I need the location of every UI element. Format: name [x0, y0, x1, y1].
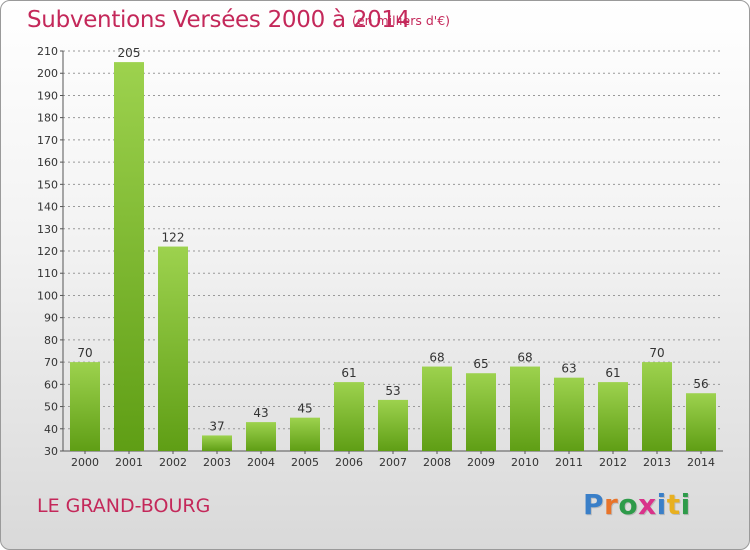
bar-value-label: 63 — [561, 362, 576, 376]
x-tick-label: 2011 — [555, 456, 583, 469]
y-tick-label: 60 — [44, 378, 58, 391]
x-tick-label: 2013 — [643, 456, 671, 469]
value-labels: 70 205 122 37 43 45 61 53 68 65 68 63 61 70 56 — [77, 46, 708, 433]
bar — [642, 362, 672, 451]
bar-value-label: 68 — [517, 351, 532, 365]
x-tick-label: 2002 — [159, 456, 187, 469]
bar — [70, 362, 100, 451]
y-tick-label: 150 — [37, 178, 58, 191]
y-tick-label: 110 — [37, 267, 58, 280]
y-axis: 30 40 50 60 70 80 90 100 110 120 130 140 150 160 170 18… — [37, 45, 723, 458]
bar-value-label: 61 — [341, 366, 356, 380]
x-tick-label: 2000 — [71, 456, 99, 469]
logo-letter: x — [638, 488, 657, 521]
chart-title: Subventions Versées 2000 à 2014 — [27, 7, 411, 33]
bar — [598, 382, 628, 451]
bar-value-label: 61 — [605, 366, 620, 380]
bar — [246, 422, 276, 451]
logo-letter: i — [680, 488, 691, 521]
bar-value-label: 37 — [209, 419, 224, 433]
y-tick-label: 120 — [37, 245, 58, 258]
x-tick-label: 2003 — [203, 456, 231, 469]
bar — [158, 246, 188, 451]
y-tick-label: 90 — [44, 312, 58, 325]
logo-letter: i — [656, 488, 667, 521]
x-tick-label: 2008 — [423, 456, 451, 469]
y-tick-label: 100 — [37, 289, 58, 302]
bar-value-label: 56 — [693, 377, 708, 391]
bar-value-label: 45 — [297, 402, 312, 416]
y-tick-label: 210 — [37, 45, 58, 58]
logo-letter: t — [666, 488, 681, 521]
y-tick-label: 40 — [44, 423, 58, 436]
y-tick-label: 80 — [44, 334, 58, 347]
y-tick-label: 200 — [37, 67, 58, 80]
bar — [334, 382, 364, 451]
y-tick-label: 190 — [37, 89, 58, 102]
chart-unit-label: (en milliers d'€) — [352, 13, 451, 28]
logo-letter: P — [583, 488, 605, 521]
bar — [290, 417, 320, 451]
bars — [70, 62, 716, 451]
y-tick-label: 180 — [37, 112, 58, 125]
commune-name: LE GRAND-BOURG — [37, 495, 211, 517]
y-tick-label: 160 — [37, 156, 58, 169]
y-tick-label: 50 — [44, 401, 58, 414]
x-tick-label: 2014 — [687, 456, 715, 469]
bar-value-label: 70 — [649, 346, 664, 360]
x-tick-label: 2012 — [599, 456, 627, 469]
y-tick-label: 30 — [44, 445, 58, 458]
x-tick-label: 2009 — [467, 456, 495, 469]
bar-value-label: 68 — [429, 351, 444, 365]
logo-letter: o — [618, 488, 639, 521]
bar — [114, 62, 144, 451]
x-tick-label: 2001 — [115, 456, 143, 469]
bar-value-label: 65 — [473, 357, 488, 371]
bar — [378, 399, 408, 451]
y-tick-label: 130 — [37, 223, 58, 236]
bar — [466, 373, 496, 451]
logo-letter: r — [604, 488, 619, 521]
bar-value-label: 70 — [77, 346, 92, 360]
y-tick-label: 170 — [37, 134, 58, 147]
y-tick-label: 70 — [44, 356, 58, 369]
y-tick-label: 140 — [37, 201, 58, 214]
bar-value-label: 53 — [385, 384, 400, 398]
bar-value-label: 43 — [253, 406, 268, 420]
bar-value-label: 122 — [162, 231, 185, 245]
bar — [202, 435, 232, 451]
x-tick-label: 2006 — [335, 456, 363, 469]
bar — [554, 377, 584, 451]
x-tick-label: 2005 — [291, 456, 319, 469]
bar — [422, 366, 452, 451]
bar — [686, 393, 716, 451]
x-tick-label: 2010 — [511, 456, 539, 469]
x-tick-label: 2004 — [247, 456, 275, 469]
bar-value-label: 205 — [118, 46, 141, 60]
x-tick-label: 2007 — [379, 456, 407, 469]
x-axis: 2000 2001 2002 2003 2004 2005 2006 2007 2008 2009… — [71, 451, 715, 469]
bar — [510, 366, 540, 451]
